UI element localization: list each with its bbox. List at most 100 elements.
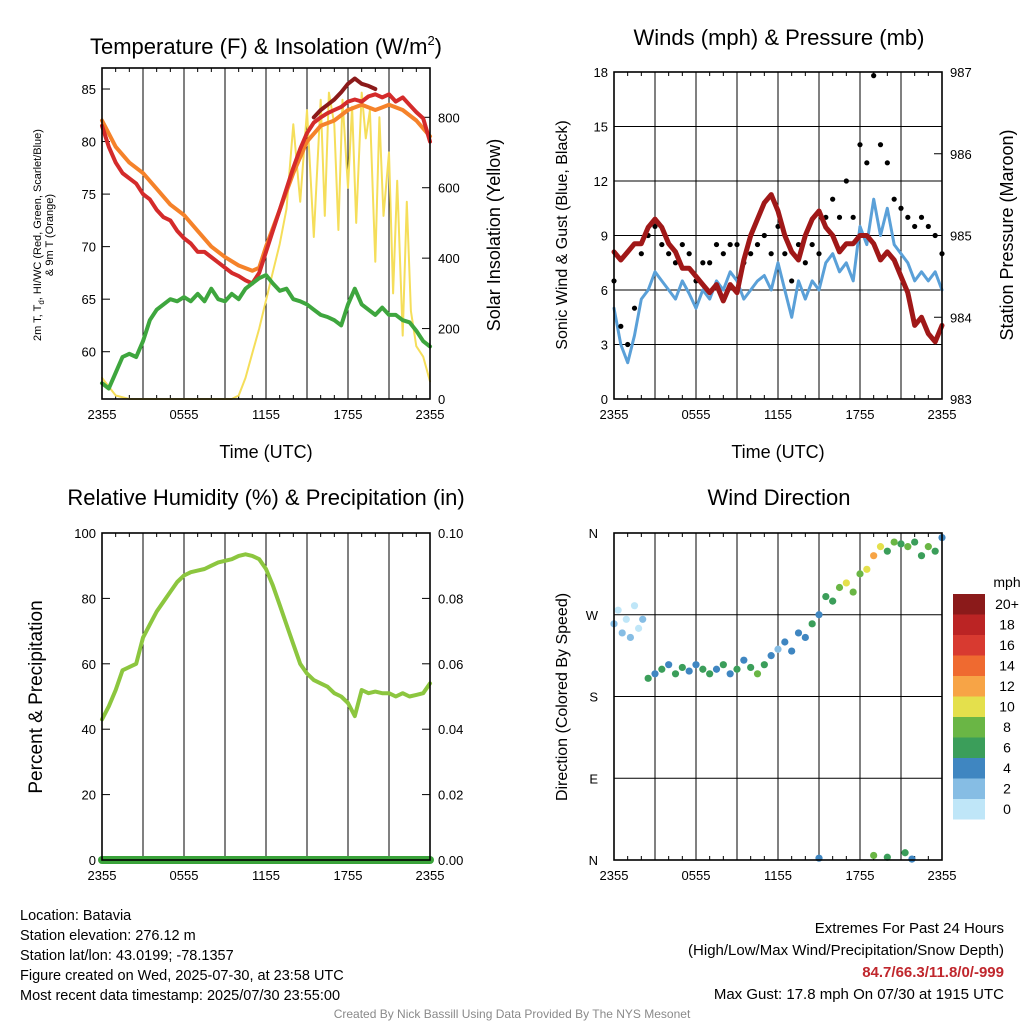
x-tick-label: 1155 <box>764 407 792 422</box>
direction-point <box>651 670 659 678</box>
x-tick-label: 2355 <box>88 407 117 422</box>
legend-swatch <box>953 799 985 820</box>
legend-swatch <box>953 758 985 779</box>
y-tick-label: 60 <box>82 345 96 360</box>
dir-title: Wind Direction <box>707 485 850 510</box>
direction-point <box>622 615 630 623</box>
direction-point <box>706 670 714 678</box>
y-tick-label: 0.00 <box>438 853 463 868</box>
wind-title: Winds (mph) & Pressure (mb) <box>634 25 925 50</box>
gust-point <box>884 160 890 166</box>
x-tick-label: 2355 <box>600 868 629 883</box>
location-text: Location: Batavia <box>20 908 132 924</box>
y-tick-label: 800 <box>438 110 460 125</box>
y-tick-label: 984 <box>950 310 972 325</box>
legend-label: 20+ <box>995 596 1019 612</box>
y-tick-label: S <box>589 690 598 705</box>
gust-point <box>789 278 795 284</box>
x-tick-label: 1155 <box>764 868 792 883</box>
direction-point <box>870 552 878 560</box>
plot-border <box>613 532 943 861</box>
y-tick-label: 0.08 <box>438 591 463 606</box>
y-tick-label: 986 <box>950 147 972 162</box>
direction-point <box>719 661 727 669</box>
gust-point <box>638 251 644 257</box>
direction-point <box>835 583 844 592</box>
y-tick-label: 18 <box>594 65 608 80</box>
legend-swatch <box>953 696 985 717</box>
direction-point <box>630 602 639 610</box>
direction-point <box>685 667 693 675</box>
speed-legend: 0 2 4 6 8 10 12 14 16 18 20+ <box>953 594 1019 820</box>
gust-point <box>871 73 877 79</box>
legend-label: 4 <box>1003 760 1011 776</box>
temp-plot: 2355 0555 1155 1755 2355 60 65 70 75 80 85 0 200 400 6… <box>82 67 460 422</box>
gust-point <box>700 260 706 266</box>
temp-title: Temperature (F) & Insolation (W/m2) <box>90 33 442 59</box>
direction-point <box>618 629 626 637</box>
y-tick-label: 200 <box>438 322 460 337</box>
x-tick-label: 1755 <box>334 868 363 883</box>
gust-point <box>761 232 767 239</box>
temp-ylabel-left-2: & 9m T (Orange) <box>44 194 56 276</box>
direction-point <box>911 538 919 546</box>
direction-point <box>876 543 885 551</box>
x-tick-label: 1755 <box>334 407 363 422</box>
y-tick-label: 0 <box>438 392 445 407</box>
gust-point <box>830 196 836 202</box>
direction-point <box>639 615 647 623</box>
direction-point <box>904 543 912 551</box>
legend-label: 8 <box>1003 719 1011 735</box>
gust-point <box>857 142 863 148</box>
wind-panel: Winds (mph) & Pressure (mb) Sonic Wind &… <box>554 25 1017 462</box>
dir-ylabel-left: Direction (Colored By Speed) <box>554 593 571 801</box>
x-tick-label: 2355 <box>416 868 445 883</box>
direction-point <box>883 853 891 861</box>
rh-title: Relative Humidity (%) & Precipitation (i… <box>67 485 464 510</box>
direction-point <box>917 552 926 560</box>
x-tick-label: 0555 <box>682 407 711 422</box>
y-tick-label: 65 <box>82 292 96 307</box>
legend-label: 6 <box>1003 740 1011 756</box>
legend-label: 10 <box>999 699 1015 715</box>
y-tick-label: 600 <box>438 181 460 196</box>
x-tick-label: 1155 <box>252 868 280 883</box>
legend-label: 16 <box>999 637 1015 653</box>
max-gust-text: Max Gust: 17.8 mph On 07/30 at 1915 UTC <box>713 986 1004 1003</box>
direction-point <box>897 540 905 548</box>
heat-index-line <box>311 76 378 120</box>
y-tick-label: 85 <box>82 82 96 97</box>
pressure-line <box>611 192 945 345</box>
direction-point <box>883 547 891 555</box>
rh-ylabel-left: Percent & Precipitation <box>26 600 47 793</box>
extremes-info: Extremes For Past 24 Hours (High/Low/Max… <box>688 918 1004 1006</box>
temp-2m-line <box>100 92 432 286</box>
direction-point <box>626 633 635 642</box>
gust-point <box>898 205 904 211</box>
y-tick-label: 75 <box>82 187 96 202</box>
y-tick-label: 80 <box>82 591 96 606</box>
direction-point <box>870 851 878 860</box>
legend-label: 18 <box>999 617 1015 633</box>
y-tick-label: W <box>586 608 599 623</box>
x-tick-label: 0555 <box>170 868 199 883</box>
gust-point <box>734 241 740 248</box>
direction-point <box>856 570 864 578</box>
created-text: Figure created on Wed, 2025-07-30, at 23… <box>20 968 344 984</box>
y-tick-label: 20 <box>82 788 96 803</box>
extremes-values: 84.7/66.3/11.8/0/-999 <box>862 964 1004 981</box>
elevation-text: Station elevation: 276.12 m <box>20 928 196 944</box>
direction-point <box>908 855 916 863</box>
gust-point <box>795 241 802 248</box>
legend-swatch <box>953 717 985 738</box>
y-tick-label: 985 <box>950 229 972 244</box>
y-tick-label: 400 <box>438 251 460 266</box>
direction-point <box>829 597 837 605</box>
y-tick-label: 9 <box>601 229 608 244</box>
gust-point <box>836 214 843 220</box>
y-tick-label: N <box>589 853 598 868</box>
latlon-text: Station lat/lon: 43.0199; -78.1357 <box>20 948 234 964</box>
legend-label: 12 <box>999 678 1015 694</box>
y-tick-label: 987 <box>950 65 972 80</box>
